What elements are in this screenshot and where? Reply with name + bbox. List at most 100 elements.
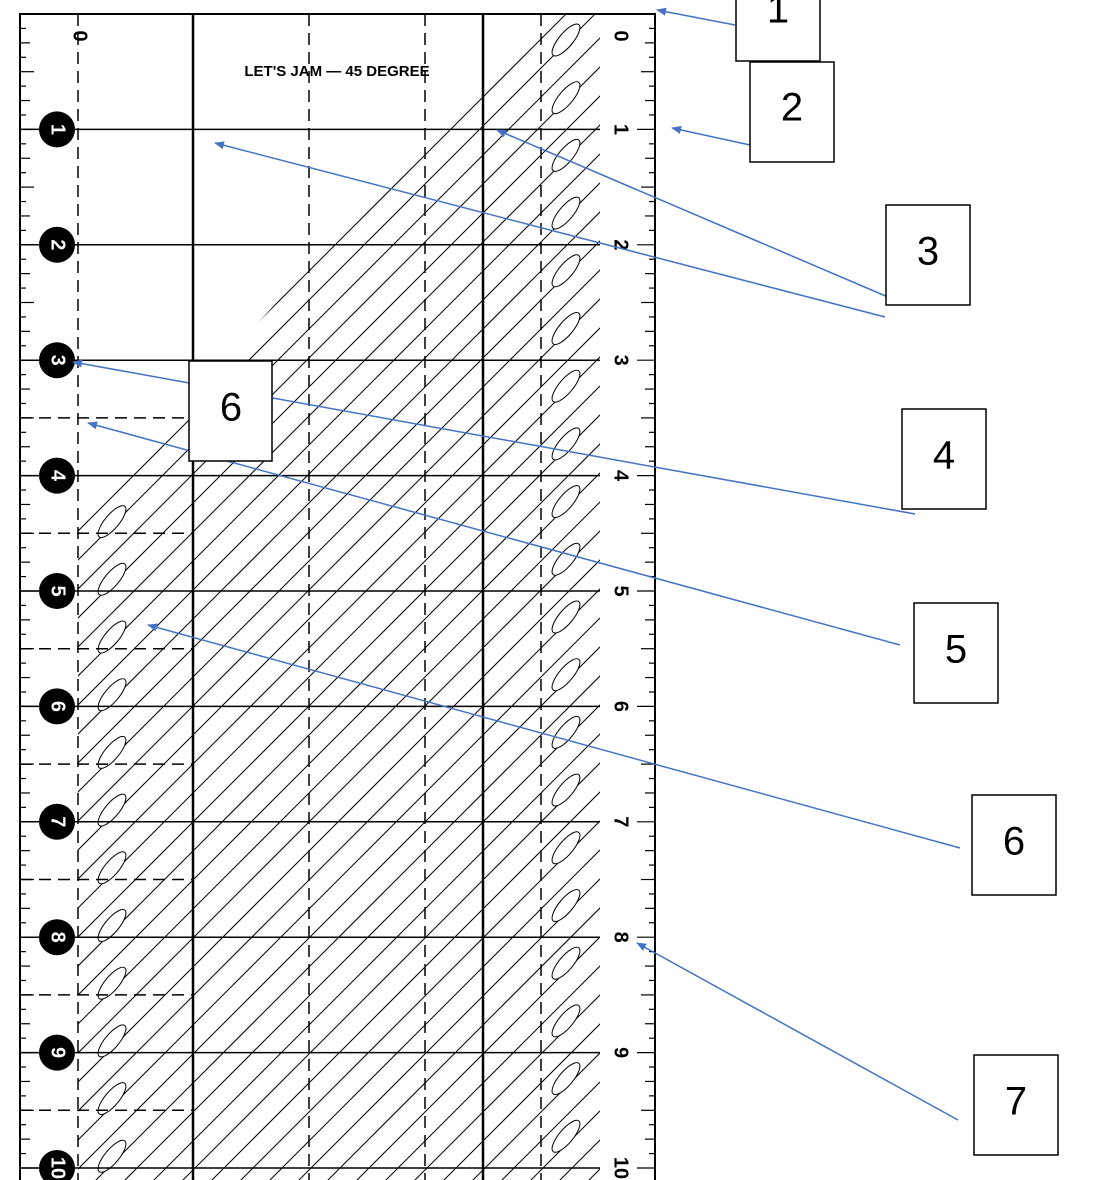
diagonal-line	[78, 14, 600, 1180]
loop	[551, 427, 581, 461]
ruler	[19, 13, 656, 1180]
diagonal-line	[78, 14, 600, 1180]
number-badge	[39, 688, 75, 725]
loop	[551, 312, 581, 345]
loop	[551, 1119, 581, 1153]
diagonal-line	[220, 14, 600, 1180]
left-number: 7	[47, 816, 69, 827]
diagonal-line	[365, 14, 600, 1180]
loop	[97, 851, 127, 885]
number-badge	[39, 803, 75, 840]
left-number: 10	[47, 1157, 69, 1179]
number-badge	[39, 111, 75, 148]
diagonal-line	[394, 14, 600, 1180]
diagonal-line	[78, 14, 600, 1180]
loop	[551, 369, 581, 403]
callout-box	[735, 0, 821, 62]
left-number: 2	[47, 239, 69, 250]
loop	[551, 889, 581, 922]
callout-label: 3	[917, 230, 939, 274]
loop	[551, 23, 581, 57]
number-badge	[39, 1034, 75, 1071]
diagonal-line	[336, 14, 600, 1180]
loop	[551, 1062, 581, 1096]
right-number: 0	[610, 30, 632, 41]
callouts: 1 2 3 4 5 6 6 7	[72, 0, 1059, 1156]
diagonal-line	[78, 14, 600, 1180]
diagonal-line	[78, 14, 600, 1180]
diagonal-line	[191, 14, 600, 1180]
callout-box	[885, 204, 971, 306]
diagonal-line	[162, 14, 600, 1180]
loop	[97, 909, 127, 942]
loop	[97, 966, 127, 1000]
loop	[551, 485, 581, 519]
callout-box	[749, 61, 835, 163]
diagonal-line	[78, 14, 581, 1180]
loop	[551, 715, 581, 749]
diagonal-line	[78, 14, 600, 1180]
diagonal-line	[656, 0, 1094, 1180]
left-number: 5	[47, 585, 69, 596]
arrow	[671, 126, 751, 146]
right-number: 9	[610, 1047, 632, 1058]
diagonal-line	[307, 14, 600, 1180]
loop	[97, 562, 127, 596]
callout-label: 5	[945, 628, 967, 672]
arrow	[656, 7, 736, 26]
loop	[551, 946, 581, 980]
right-number: 7	[610, 816, 632, 827]
arrow	[496, 129, 903, 304]
right-number: 5	[610, 585, 632, 596]
diagonal-line	[78, 14, 600, 1180]
right-number: 3	[610, 355, 632, 366]
loop	[97, 1024, 127, 1058]
left-number: 4	[47, 470, 69, 482]
loop	[97, 505, 127, 539]
loop	[551, 831, 581, 865]
left-number: 0	[69, 30, 91, 41]
callout-box	[913, 602, 999, 704]
right-number: 6	[610, 701, 632, 712]
loop	[551, 542, 581, 576]
left-number: 1	[47, 124, 69, 135]
loop	[97, 735, 127, 769]
left-number: 8	[47, 932, 69, 943]
left-number: 3	[47, 355, 69, 366]
loop	[97, 1082, 127, 1116]
diagonal-line	[78, 14, 600, 1180]
loop	[551, 196, 581, 230]
diagonal-line	[597, 14, 600, 1180]
left-number: 6	[47, 701, 69, 712]
loop	[551, 81, 581, 115]
callout-label: 6	[220, 386, 242, 430]
loop	[97, 793, 127, 827]
diagonal-line	[78, 14, 600, 1180]
right-number: 10	[610, 1157, 632, 1179]
right-number: 8	[610, 932, 632, 943]
diagonal-line	[78, 14, 600, 1180]
loop	[551, 600, 581, 634]
callout-label: 7	[1005, 1080, 1027, 1124]
number-badge	[39, 226, 75, 263]
callout-box	[973, 1054, 1059, 1156]
loop	[97, 1139, 127, 1173]
diagonal-line	[78, 14, 600, 1180]
diagonal-line	[78, 14, 600, 1180]
callout-box	[971, 794, 1057, 896]
diagonal-line	[249, 14, 600, 1180]
loop	[551, 773, 581, 807]
loop	[551, 658, 581, 692]
callout-label: 2	[781, 86, 803, 130]
diagonal-line	[78, 14, 600, 1180]
diagonal-line	[133, 14, 600, 1180]
diagonal-line	[104, 14, 600, 1180]
number-badge	[39, 919, 75, 956]
number-badge	[39, 342, 75, 379]
diagonal-line	[78, 14, 600, 1180]
diagonal-line	[278, 14, 600, 1180]
